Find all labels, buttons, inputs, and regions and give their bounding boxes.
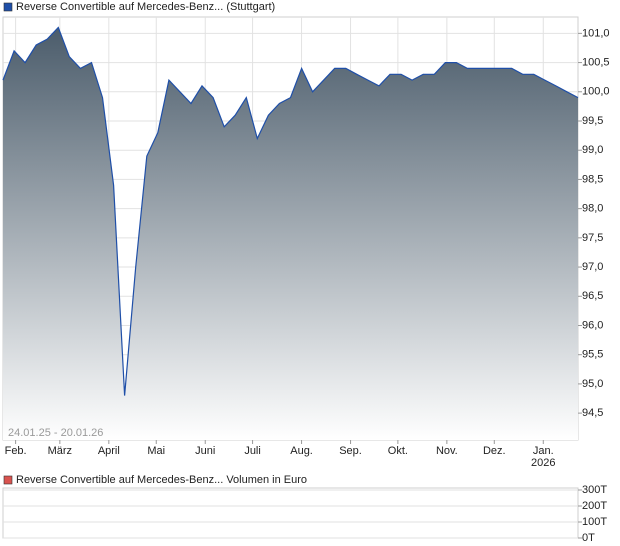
legend-label: Reverse Convertible auf Mercedes-Benz...…: [16, 474, 307, 486]
y-tick-label: 94,5: [582, 407, 603, 419]
y-tick-label: 101,0: [582, 27, 610, 39]
y-tick-label: 95,5: [582, 349, 603, 361]
legend-swatch: [3, 475, 13, 485]
y-tick-label: 300T: [582, 484, 607, 496]
x-tick-label: Aug.: [290, 445, 313, 457]
x-tick-label: Jan.: [533, 445, 554, 457]
y-tick-label: 96,0: [582, 319, 603, 331]
x-tick-label: Juli: [244, 445, 261, 457]
legend-label: Reverse Convertible auf Mercedes-Benz...…: [16, 1, 275, 13]
area-fill: [3, 27, 578, 440]
y-tick-label: 100,5: [582, 56, 610, 68]
x-tick-label: Sep.: [339, 445, 362, 457]
y-tick-label: 97,0: [582, 261, 603, 273]
x-tick-label: Okt.: [388, 445, 408, 457]
y-tick-label: 99,5: [582, 115, 603, 127]
y-tick-label: 100,0: [582, 86, 610, 98]
y-tick-label: 0T: [582, 532, 595, 544]
x-tick-label: Juni: [195, 445, 215, 457]
x-tick-label: Feb.: [5, 445, 27, 457]
price-line: [2, 26, 579, 396]
y-tick-label: 100T: [582, 516, 607, 528]
y-tick-label: 96,5: [582, 290, 603, 302]
y-tick-label: 97,5: [582, 232, 603, 244]
x-year-label: 2026: [531, 457, 555, 469]
y-tick-label: 95,0: [582, 378, 603, 390]
legend-swatch: [3, 2, 13, 12]
y-tick-label: 98,0: [582, 203, 603, 215]
x-tick-label: Mai: [147, 445, 165, 457]
x-tick-label: April: [98, 445, 120, 457]
date-range: 24.01.25 - 20.01.26: [8, 427, 103, 439]
x-tick-label: Dez.: [483, 445, 506, 457]
y-tick-label: 98,5: [582, 173, 603, 185]
y-tick-label: 200T: [582, 500, 607, 512]
x-tick-label: März: [48, 445, 72, 457]
x-tick-label: Nov.: [436, 445, 458, 457]
plot-frame: [2, 487, 579, 539]
y-tick-label: 99,0: [582, 144, 603, 156]
